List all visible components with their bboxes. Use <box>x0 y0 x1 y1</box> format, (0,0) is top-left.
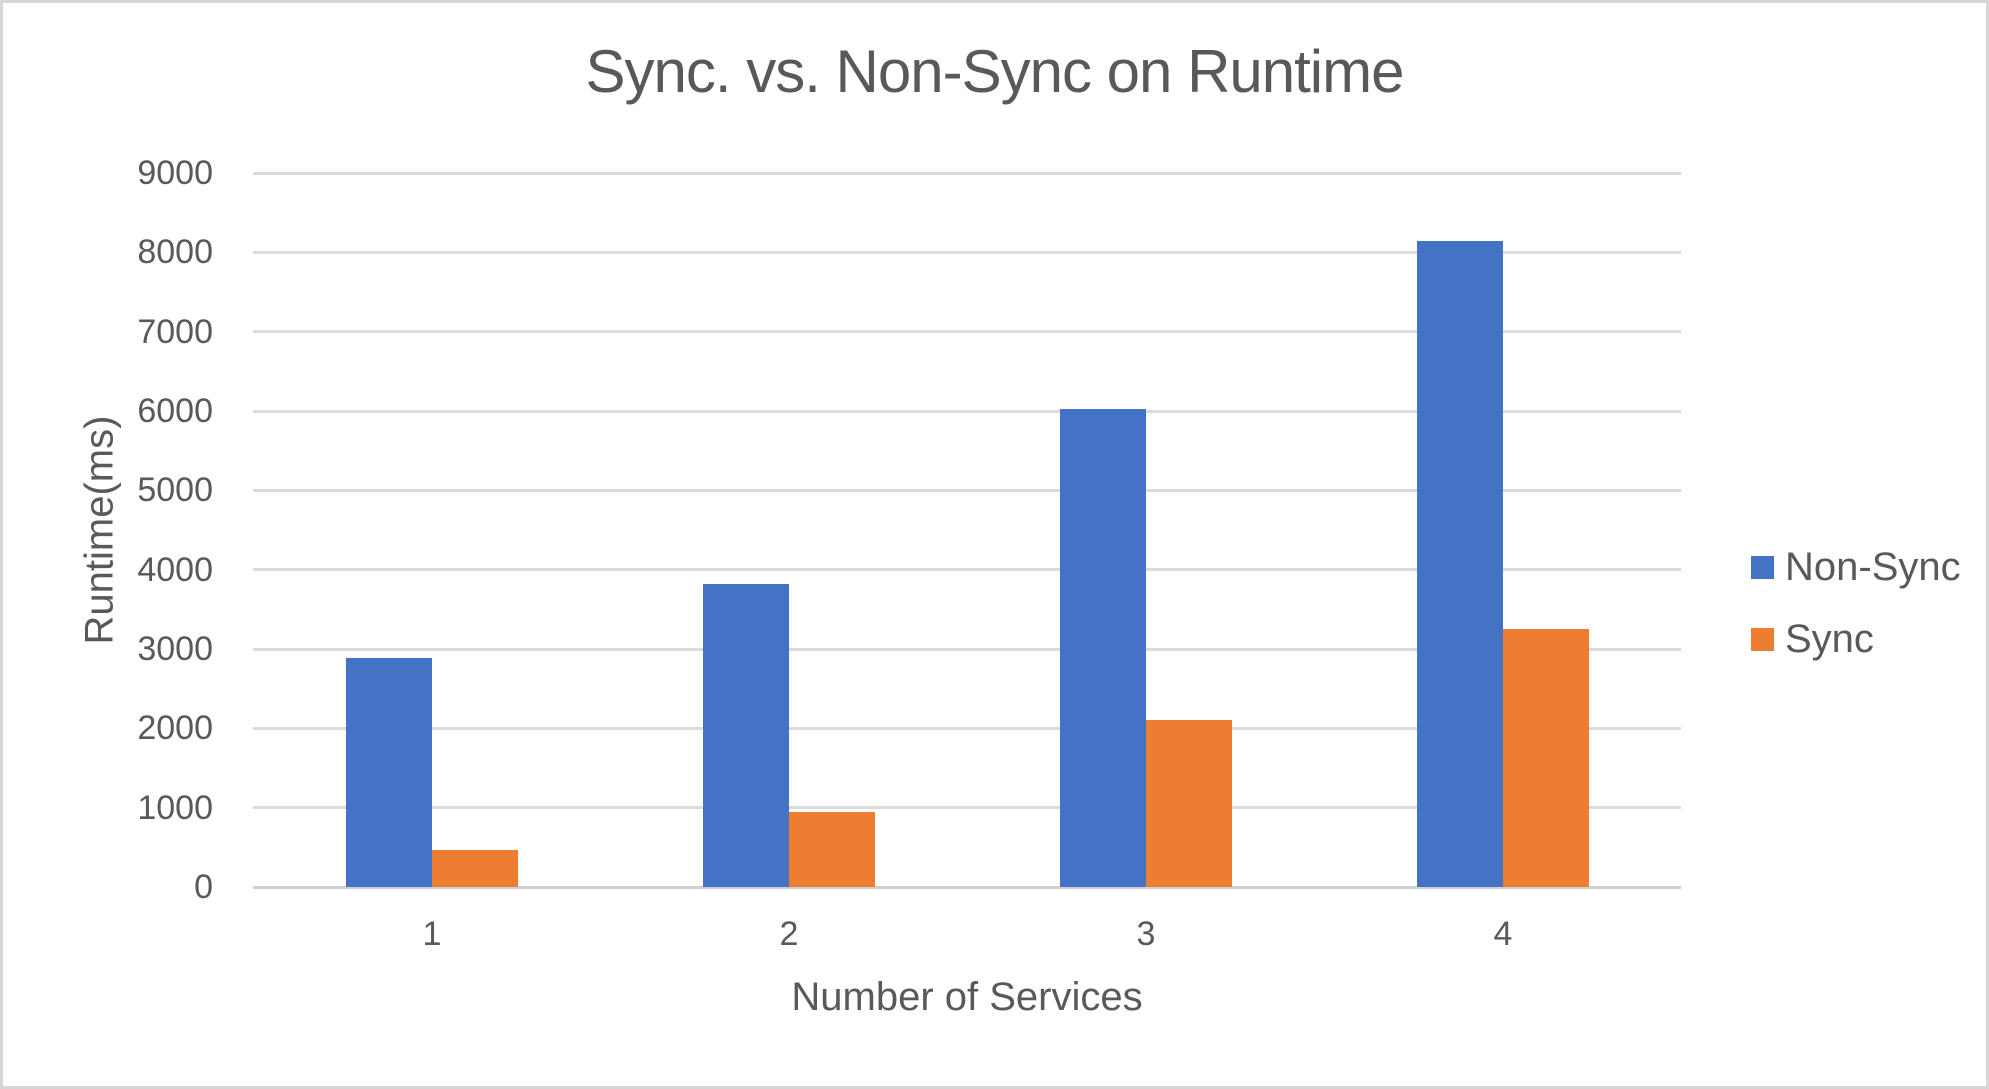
plot-area <box>253 171 1681 889</box>
legend-item-non-sync: Non-Sync <box>1751 543 1961 591</box>
gridline-0 <box>253 885 1681 889</box>
y-tick-label-4000: 4000 <box>137 550 213 589</box>
legend-swatch-non-sync <box>1751 555 1774 579</box>
legend-label-non-sync: Non-Sync <box>1785 544 1961 589</box>
x-tick-label-1: 1 <box>422 915 442 953</box>
legend: Non-Sync Sync <box>1751 543 1961 687</box>
gridline-1000 <box>253 806 1681 810</box>
y-tick-label-1000: 1000 <box>137 788 213 827</box>
gridline-2000 <box>253 726 1681 730</box>
gridline-6000 <box>253 409 1681 413</box>
bar-sync-3 <box>1146 720 1232 887</box>
gridline-7000 <box>253 330 1681 334</box>
legend-swatch-sync <box>1751 627 1774 651</box>
x-tick-label-3: 3 <box>1136 915 1156 953</box>
bar-sync-2 <box>789 812 875 887</box>
bar-sync-1 <box>432 850 518 887</box>
y-tick-label-2000: 2000 <box>137 709 213 748</box>
gridline-3000 <box>253 647 1681 651</box>
y-tick-label-0: 0 <box>194 868 213 906</box>
y-tick-label-9000: 9000 <box>137 154 213 192</box>
y-tick-label-6000: 6000 <box>137 392 213 430</box>
x-tick-label-2: 2 <box>779 915 799 953</box>
legend-item-sync: Sync <box>1751 615 1961 663</box>
legend-label-sync: Sync <box>1785 616 1874 661</box>
bar-non-sync-3 <box>1060 409 1146 887</box>
bar-non-sync-1 <box>346 658 432 887</box>
chart-title: Sync. vs. Non-Sync on Runtime <box>585 38 1404 105</box>
y-tick-label-7000: 7000 <box>137 312 213 351</box>
y-tick-label-5000: 5000 <box>137 471 213 510</box>
bar-non-sync-2 <box>703 584 789 887</box>
x-axis-title: Number of Services <box>791 975 1143 1019</box>
bar-non-sync-4 <box>1417 241 1503 887</box>
y-axis-title: Runtime(ms) <box>77 415 122 645</box>
bar-sync-4 <box>1503 629 1589 887</box>
gridline-5000 <box>253 488 1681 492</box>
gridline-4000 <box>253 568 1681 572</box>
y-tick-label-3000: 3000 <box>137 630 213 668</box>
y-tick-label-8000: 8000 <box>137 233 213 272</box>
gridline-8000 <box>253 250 1681 254</box>
gridline-9000 <box>253 171 1681 175</box>
x-tick-label-4: 4 <box>1493 915 1513 953</box>
